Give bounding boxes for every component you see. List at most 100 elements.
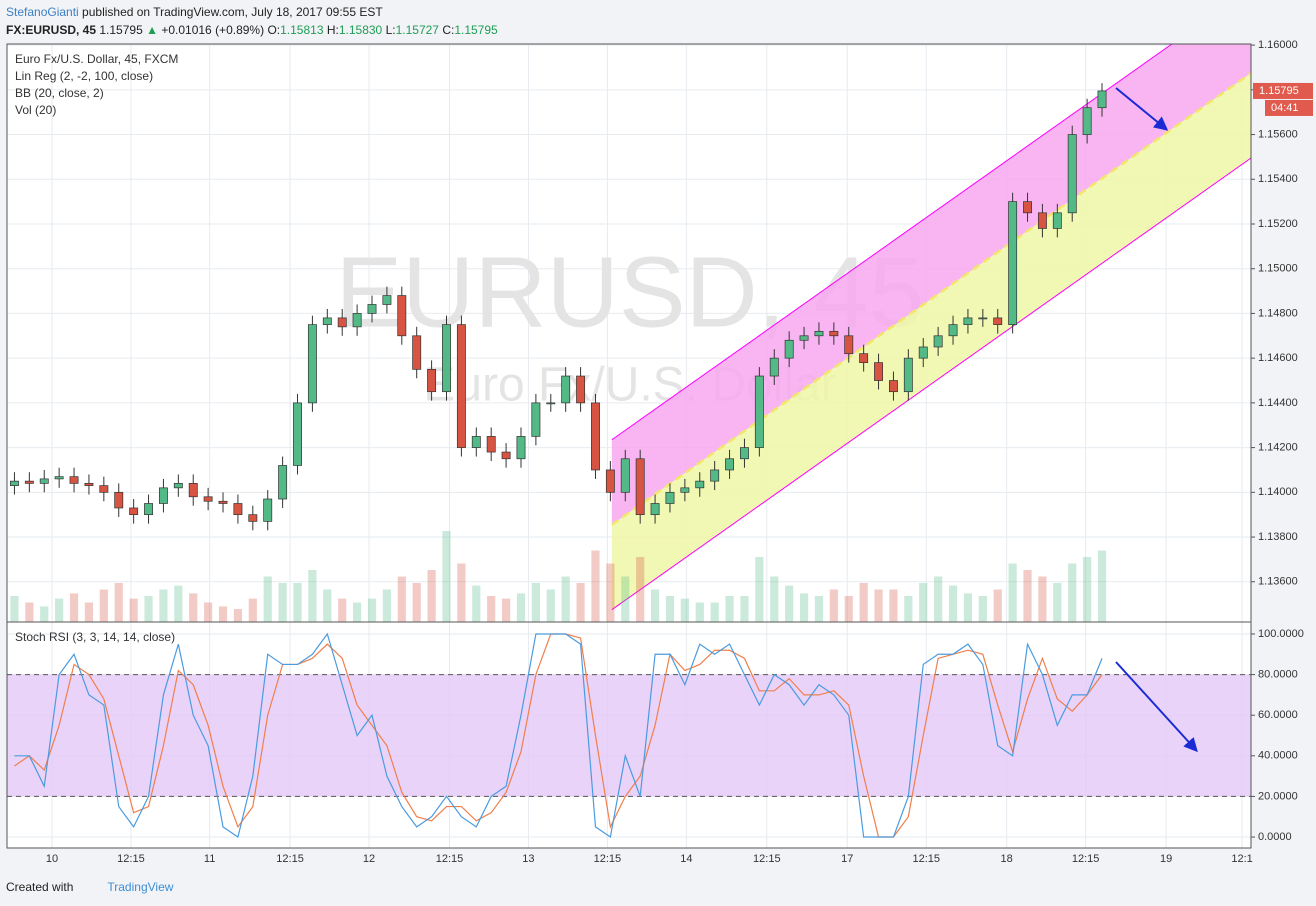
volume-bar xyxy=(814,596,824,622)
channel-upper xyxy=(611,44,1173,441)
volume-bar xyxy=(1038,576,1047,622)
stoch-legend: Stoch RSI (3, 3, 14, 14, close) xyxy=(15,630,175,644)
y-tick-label: 40.0000 xyxy=(1258,750,1298,762)
candle-body xyxy=(1067,134,1077,214)
volume-bar xyxy=(934,576,943,622)
candle-body xyxy=(471,436,481,448)
volume-bar xyxy=(144,596,153,622)
volume-bar xyxy=(487,596,496,622)
volume-bar xyxy=(636,557,645,622)
volume-bar xyxy=(323,589,332,622)
candle-body xyxy=(665,491,675,504)
candle-body xyxy=(486,436,496,453)
volume-bar xyxy=(650,589,660,622)
volume-bar xyxy=(829,589,838,622)
candle-body xyxy=(307,324,317,404)
volume-bar xyxy=(963,593,973,622)
volume-bar xyxy=(189,593,198,622)
volume-bar xyxy=(501,598,511,622)
volume-bar xyxy=(1068,563,1077,622)
volume-bar xyxy=(1083,557,1092,622)
volume-bar xyxy=(680,598,689,622)
volume-bar xyxy=(25,602,34,622)
volume-bar xyxy=(1097,550,1107,622)
symbol: FX:EURUSD, 45 xyxy=(6,23,97,37)
candle-body xyxy=(24,480,34,484)
candle-body xyxy=(1008,201,1018,325)
x-tick-label: 12:15 xyxy=(276,853,304,865)
volume-bar xyxy=(948,585,958,622)
candle-body xyxy=(725,458,735,471)
volume-bar xyxy=(99,589,108,622)
y-tick-label: 1.15200 xyxy=(1258,218,1298,230)
y-tick-label: 1.14000 xyxy=(1258,486,1298,498)
candle-body xyxy=(933,335,943,348)
x-tick-label: 12:15 xyxy=(594,853,622,865)
ohlc-value: 1.15795 xyxy=(454,23,498,37)
change: +0.01016 (+0.89%) xyxy=(161,23,265,37)
volume-bar xyxy=(740,596,749,622)
channel-mid xyxy=(611,72,1251,526)
candle-body xyxy=(710,469,720,482)
volume-bar xyxy=(516,593,526,622)
candle-body xyxy=(173,483,183,489)
candle-body xyxy=(680,487,690,493)
candle-body xyxy=(99,485,109,493)
brand-link[interactable]: TradingView xyxy=(107,880,174,894)
y-tick-label: 20.0000 xyxy=(1258,790,1298,802)
y-tick-label: 100.0000 xyxy=(1258,628,1304,640)
y-tick-label: 1.15400 xyxy=(1258,173,1298,185)
y-tick-label: 1.13800 xyxy=(1258,531,1298,543)
candle-body xyxy=(84,483,94,486)
candle-body xyxy=(784,339,794,359)
volume-bar xyxy=(69,593,79,622)
x-tick-label: 12:15 xyxy=(117,853,145,865)
volume-bar xyxy=(55,598,64,622)
volume-bar xyxy=(725,596,734,622)
x-tick-label: 10 xyxy=(46,853,58,865)
candle-body xyxy=(814,330,824,337)
volume-bar xyxy=(397,576,406,622)
candle-body xyxy=(233,503,243,516)
candle-body xyxy=(158,487,168,504)
y-tick-label: 1.14200 xyxy=(1258,442,1298,454)
candle-body xyxy=(412,335,422,370)
volume-bar xyxy=(1008,563,1017,622)
volume-bar xyxy=(993,589,1002,622)
candle-body xyxy=(561,375,571,404)
volume-bar xyxy=(457,563,466,622)
ohlc-label: O: xyxy=(267,23,281,37)
candle-body xyxy=(769,357,779,377)
volume-bar xyxy=(576,583,585,622)
volume-bar xyxy=(159,589,168,622)
candle-body xyxy=(337,317,347,328)
y-tick-label: 80.0000 xyxy=(1258,668,1298,680)
channel-lower-fill xyxy=(611,73,1251,610)
arrow: ▲ xyxy=(146,23,158,37)
candle-body xyxy=(963,317,973,325)
candle-body xyxy=(650,503,660,516)
channel-lower xyxy=(611,157,1251,611)
volume-bar xyxy=(278,583,287,622)
y-tick-label: 1.14600 xyxy=(1258,352,1298,364)
volume-bar xyxy=(293,583,302,622)
candle-body xyxy=(39,478,49,484)
x-tick-label: 12:15 xyxy=(1072,853,1100,865)
legend-entry: Vol (20) xyxy=(15,103,56,117)
last-price-box xyxy=(1253,82,1313,99)
last-price-label: 1.15795 xyxy=(1259,85,1299,97)
candle-body xyxy=(516,436,526,460)
volume-bar xyxy=(233,609,243,622)
legend-entry: Euro Fx/U.S. Dollar, 45, FXCM xyxy=(15,52,178,66)
volume-bar xyxy=(382,589,392,622)
candle-body xyxy=(442,324,451,393)
candle-body xyxy=(888,380,898,393)
candle-body xyxy=(844,335,854,355)
author[interactable]: StefanoGianti xyxy=(6,5,79,19)
candle-body xyxy=(367,304,377,314)
volume-bar xyxy=(353,602,362,622)
x-tick-label: 19 xyxy=(1160,853,1172,865)
ohlc-label: L: xyxy=(385,23,396,37)
volume-bar xyxy=(621,576,630,622)
